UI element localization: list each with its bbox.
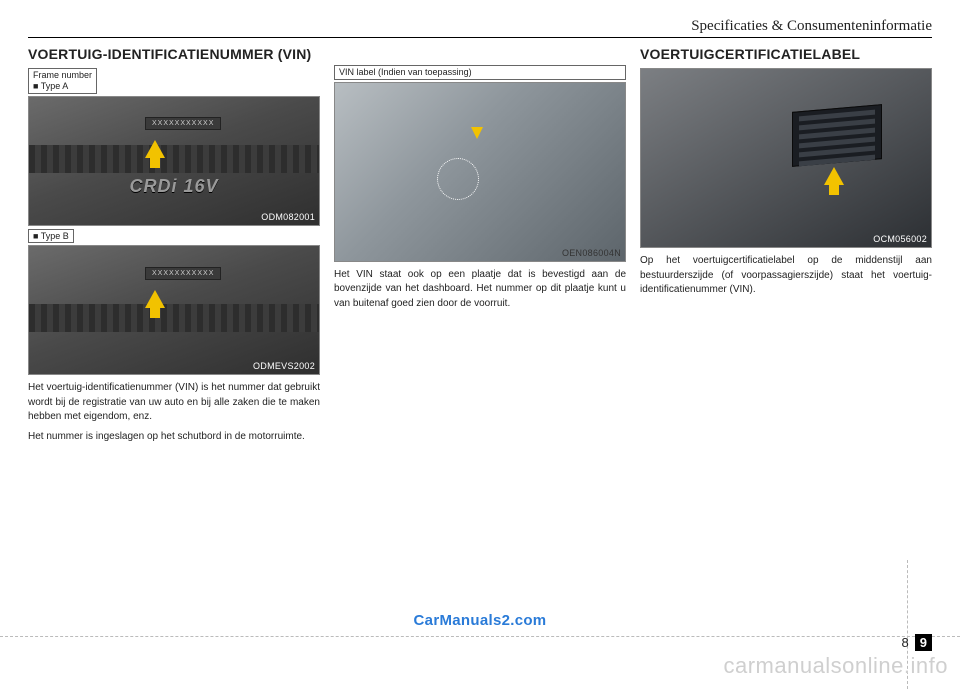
- engine-badge-text: CRDi 16V: [129, 176, 218, 197]
- col1-paragraph-2: Het nummer is ingeslagen op het schutbor…: [28, 430, 320, 445]
- certification-sticker: [792, 104, 882, 167]
- spacer: [334, 46, 626, 65]
- engine-ridge: [29, 145, 319, 173]
- photo-code-vinlabel: OEN086004N: [562, 248, 621, 258]
- col3-heading: VOERTUIGCERTIFICATIELABEL: [640, 46, 932, 62]
- column-2: VIN label (Indien van toepassing) OEN086…: [334, 46, 626, 444]
- watermark-grey: carmanualsonline.info: [723, 653, 948, 679]
- vin-plate-a: XXXXXXXXXXX: [145, 117, 221, 130]
- caption1-line2: ■ Type A: [33, 81, 92, 92]
- engine-ridge-b: [29, 304, 319, 332]
- col1-paragraph-1: Het voertuig-identificatienummer (VIN) i…: [28, 381, 320, 425]
- column-1: VOERTUIG-IDENTIFICATIENUMMER (VIN) Frame…: [28, 46, 320, 444]
- dashed-divider-horizontal: [0, 636, 960, 637]
- page-right: 9: [915, 634, 932, 651]
- photo-code-a: ODM082001: [261, 212, 315, 222]
- photo-code-cert: OCM056002: [873, 234, 927, 244]
- col1-caption-1: Frame number ■ Type A: [28, 68, 97, 94]
- col2-caption: VIN label (Indien van toepassing): [334, 65, 626, 80]
- page-number: 8 9: [902, 634, 932, 651]
- arrow-up-icon: [145, 290, 165, 308]
- col2-paragraph: Het VIN staat ook op een plaatje dat is …: [334, 268, 626, 312]
- column-3: VOERTUIGCERTIFICATIELABEL OCM056002 Op h…: [640, 46, 932, 444]
- main-columns: VOERTUIG-IDENTIFICATIENUMMER (VIN) Frame…: [28, 46, 932, 444]
- page-left: 8: [902, 635, 909, 650]
- photo-vin-label: OEN086004N: [334, 82, 626, 262]
- col1-caption-2: ■ Type B: [28, 229, 74, 244]
- page-header: Specificaties & Consumenteninformatie: [28, 18, 932, 38]
- caption1-line1: Frame number: [33, 70, 92, 81]
- dashed-circle-icon: [437, 158, 479, 200]
- col1-heading: VOERTUIG-IDENTIFICATIENUMMER (VIN): [28, 46, 320, 62]
- col3-paragraph: Op het voertuigcertificatielabel op de m…: [640, 254, 932, 298]
- arrow-up-icon: [145, 140, 165, 158]
- photo-cert-label: OCM056002: [640, 68, 932, 248]
- arrow-up-icon: [824, 167, 844, 185]
- photo-frame-type-b: XXXXXXXXXXX ODMEVS2002: [28, 245, 320, 375]
- photo-frame-type-a: XXXXXXXXXXX CRDi 16V ODM082001: [28, 96, 320, 226]
- watermark-blue: CarManuals2.com: [414, 612, 547, 629]
- arrow-down-icon: [471, 127, 483, 139]
- photo-code-b: ODMEVS2002: [253, 361, 315, 371]
- vin-plate-b: XXXXXXXXXXX: [145, 267, 221, 280]
- header-title: Specificaties & Consumenteninformatie: [691, 18, 932, 35]
